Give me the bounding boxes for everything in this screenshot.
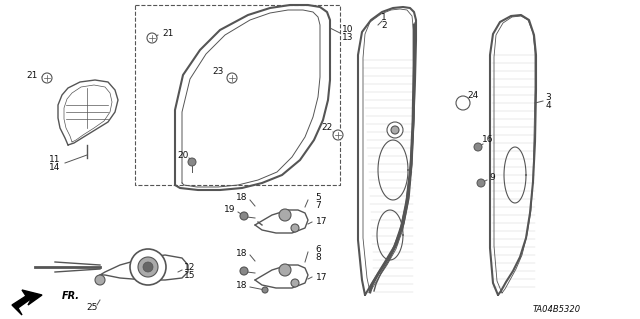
Circle shape <box>147 33 157 43</box>
Circle shape <box>279 264 291 276</box>
Text: 14: 14 <box>49 164 61 173</box>
Text: 17: 17 <box>316 272 328 281</box>
Circle shape <box>474 143 482 151</box>
Circle shape <box>391 126 399 134</box>
Circle shape <box>42 73 52 83</box>
Text: 16: 16 <box>483 136 493 145</box>
Text: 19: 19 <box>224 205 236 214</box>
Circle shape <box>240 267 248 275</box>
Text: 8: 8 <box>315 253 321 262</box>
Text: 17: 17 <box>316 218 328 226</box>
Circle shape <box>477 179 485 187</box>
Text: 21: 21 <box>26 70 38 79</box>
Circle shape <box>240 212 248 220</box>
Text: 20: 20 <box>177 151 189 160</box>
Text: 15: 15 <box>184 271 196 280</box>
Circle shape <box>291 279 299 287</box>
Circle shape <box>188 158 196 166</box>
Text: 23: 23 <box>212 68 224 77</box>
Text: 2: 2 <box>381 21 387 31</box>
Text: 18: 18 <box>236 194 248 203</box>
Text: 18: 18 <box>236 280 248 290</box>
Text: 21: 21 <box>163 28 173 38</box>
Circle shape <box>279 209 291 221</box>
Text: 3: 3 <box>545 93 551 102</box>
Circle shape <box>227 73 237 83</box>
Text: 4: 4 <box>545 101 551 110</box>
Circle shape <box>130 249 166 285</box>
Polygon shape <box>12 290 42 315</box>
Text: 18: 18 <box>236 249 248 257</box>
Text: 9: 9 <box>489 173 495 182</box>
Circle shape <box>95 275 105 285</box>
Text: 10: 10 <box>342 26 354 34</box>
Text: 25: 25 <box>86 303 98 313</box>
Text: 1: 1 <box>381 13 387 23</box>
Circle shape <box>387 122 403 138</box>
Text: 22: 22 <box>321 123 333 132</box>
Circle shape <box>262 287 268 293</box>
Text: 5: 5 <box>315 192 321 202</box>
Text: 13: 13 <box>342 33 354 42</box>
Circle shape <box>143 262 153 272</box>
Text: 6: 6 <box>315 244 321 254</box>
Circle shape <box>456 96 470 110</box>
Text: 24: 24 <box>467 92 479 100</box>
Text: 11: 11 <box>49 155 61 165</box>
Text: FR.: FR. <box>62 291 80 301</box>
Circle shape <box>333 130 343 140</box>
Text: TA04B5320: TA04B5320 <box>533 305 581 314</box>
Text: 7: 7 <box>315 201 321 210</box>
Circle shape <box>291 224 299 232</box>
Circle shape <box>138 257 158 277</box>
Text: 12: 12 <box>184 263 196 272</box>
